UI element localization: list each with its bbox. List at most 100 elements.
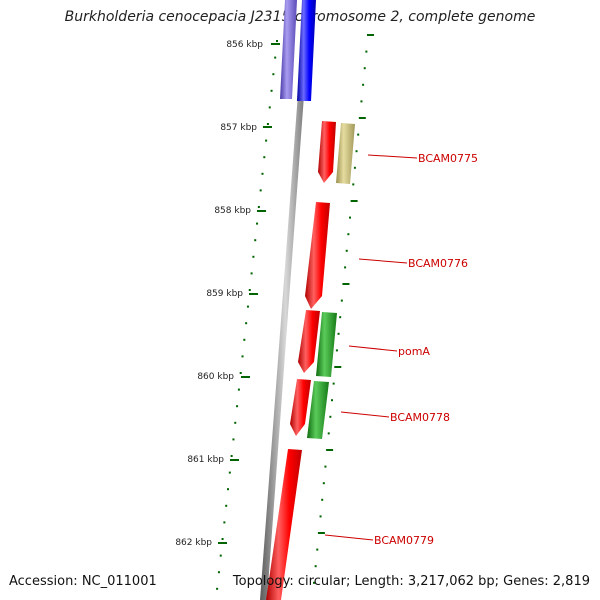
leader-line-poma: [348, 345, 398, 352]
gene-poma-red-arrow: [298, 310, 320, 373]
ring-dot: [237, 388, 240, 391]
ring-dot: [316, 548, 319, 551]
gene-bcam0776-arrow: [305, 202, 330, 309]
ring-dot: [331, 399, 334, 402]
ring-dot: [263, 156, 266, 159]
ring-dot: [353, 166, 356, 169]
ring-dot: [355, 150, 358, 153]
ring-dot: [236, 405, 239, 408]
ring-dot: [259, 189, 262, 192]
outer-dotted-ring: [313, 34, 374, 584]
ring-dot: [324, 465, 327, 468]
leader-line-bcam0778: [340, 411, 390, 418]
ring-dot: [345, 249, 348, 252]
ring-dot: [321, 498, 324, 501]
ring-dot: [314, 565, 317, 568]
ring-dot: [272, 73, 275, 76]
ring-dot: [327, 432, 330, 435]
ring-dot: [362, 83, 365, 86]
gene-label-poma: pomA: [398, 345, 430, 358]
kbp-tick-marks: [218, 43, 280, 544]
gene-bcam0778-green: [307, 381, 329, 439]
ring-dot: [357, 133, 360, 136]
ring-dot: [313, 581, 316, 584]
ring-dot: [350, 200, 358, 202]
ring-dot: [227, 488, 230, 491]
tick-label-862: 862 kbp: [175, 538, 212, 548]
gene-label-bcam0775: BCAM0775: [418, 152, 478, 165]
gene-label-leaders: [324, 154, 418, 541]
ring-dot: [339, 316, 342, 319]
ring-dot: [217, 571, 220, 574]
ring-dot: [234, 421, 237, 424]
ring-dot: [261, 172, 264, 175]
ring-dot: [326, 449, 334, 451]
ring-dot: [223, 521, 226, 524]
ring-dot: [274, 56, 277, 59]
tick-label-856: 856 kbp: [226, 40, 263, 50]
ring-dot: [344, 266, 347, 269]
leader-line-bcam0776: [358, 258, 408, 264]
ring-dot: [248, 289, 251, 291]
gene-label-bcam0776: BCAM0776: [408, 257, 468, 270]
ring-dot: [340, 299, 343, 302]
ring-dot: [250, 272, 253, 275]
ring-dot: [256, 222, 259, 225]
gene-bcam0778-red-arrow: [290, 379, 311, 436]
gene-poma-green: [316, 312, 337, 377]
ring-dot: [246, 305, 249, 308]
tick-label-860: 860 kbp: [197, 372, 234, 382]
ring-dot: [252, 255, 255, 258]
ring-dot: [243, 338, 246, 341]
ring-dot: [230, 455, 233, 457]
ring-dot: [216, 587, 219, 590]
tick-label-858: 858 kbp: [214, 206, 251, 216]
gene-label-bcam0779: BCAM0779: [374, 534, 434, 547]
ring-dot: [342, 283, 350, 285]
gene-tan-bcam0775: [336, 123, 355, 184]
ring-dot: [358, 117, 366, 119]
ring-dot: [349, 216, 352, 219]
ring-dot: [228, 471, 231, 474]
gene-label-bcam0778: BCAM0778: [390, 411, 450, 424]
ring-dot: [219, 554, 222, 557]
tick-label-857: 857 kbp: [220, 123, 257, 133]
kbp-tick-labels: 856 kbp 857 kbp 858 kbp 859 kbp 860 kbp …: [175, 40, 263, 548]
ring-dot: [365, 50, 368, 53]
ring-dot: [352, 183, 355, 186]
accession-text: Accession: NC_011001: [9, 574, 157, 589]
ring-dot: [317, 532, 325, 534]
gene-labels: BCAM0775 BCAM0776 pomA BCAM0778 BCAM0779: [374, 152, 478, 547]
genome-summary-text: Topology: circular; Length: 3,217,062 bp…: [232, 574, 590, 589]
ring-dot: [360, 100, 363, 103]
ring-dot: [270, 89, 273, 92]
ring-dot: [268, 106, 271, 109]
gene-bcam0779-red: [266, 449, 302, 600]
ring-dot: [266, 123, 269, 125]
ring-dot: [335, 349, 338, 352]
ring-dot: [276, 40, 278, 42]
ring-dot: [332, 382, 335, 385]
ring-dot: [363, 67, 366, 70]
ring-dot: [265, 139, 268, 142]
ring-dot: [245, 322, 248, 325]
ring-dot: [254, 239, 257, 242]
gene-bcam0775-arrow: [318, 121, 336, 183]
ring-dot: [221, 538, 224, 540]
ring-dot: [319, 515, 322, 518]
map-title: Burkholderia cenocepacia J2315 chromosom…: [64, 9, 536, 25]
tick-label-859: 859 kbp: [206, 289, 243, 299]
chromosome-backbone: [260, 0, 311, 600]
ring-dot: [239, 372, 242, 374]
leader-line-bcam0779: [324, 534, 374, 541]
inner-dotted-ring: [216, 40, 278, 590]
ring-dot: [322, 482, 325, 485]
gene-blue-upper: [297, 0, 316, 101]
ring-dot: [329, 415, 332, 418]
leader-line-bcam0775: [367, 154, 418, 159]
ring-dot: [232, 438, 235, 441]
ring-dot: [225, 504, 228, 507]
gene-purple-upper: [280, 0, 297, 99]
